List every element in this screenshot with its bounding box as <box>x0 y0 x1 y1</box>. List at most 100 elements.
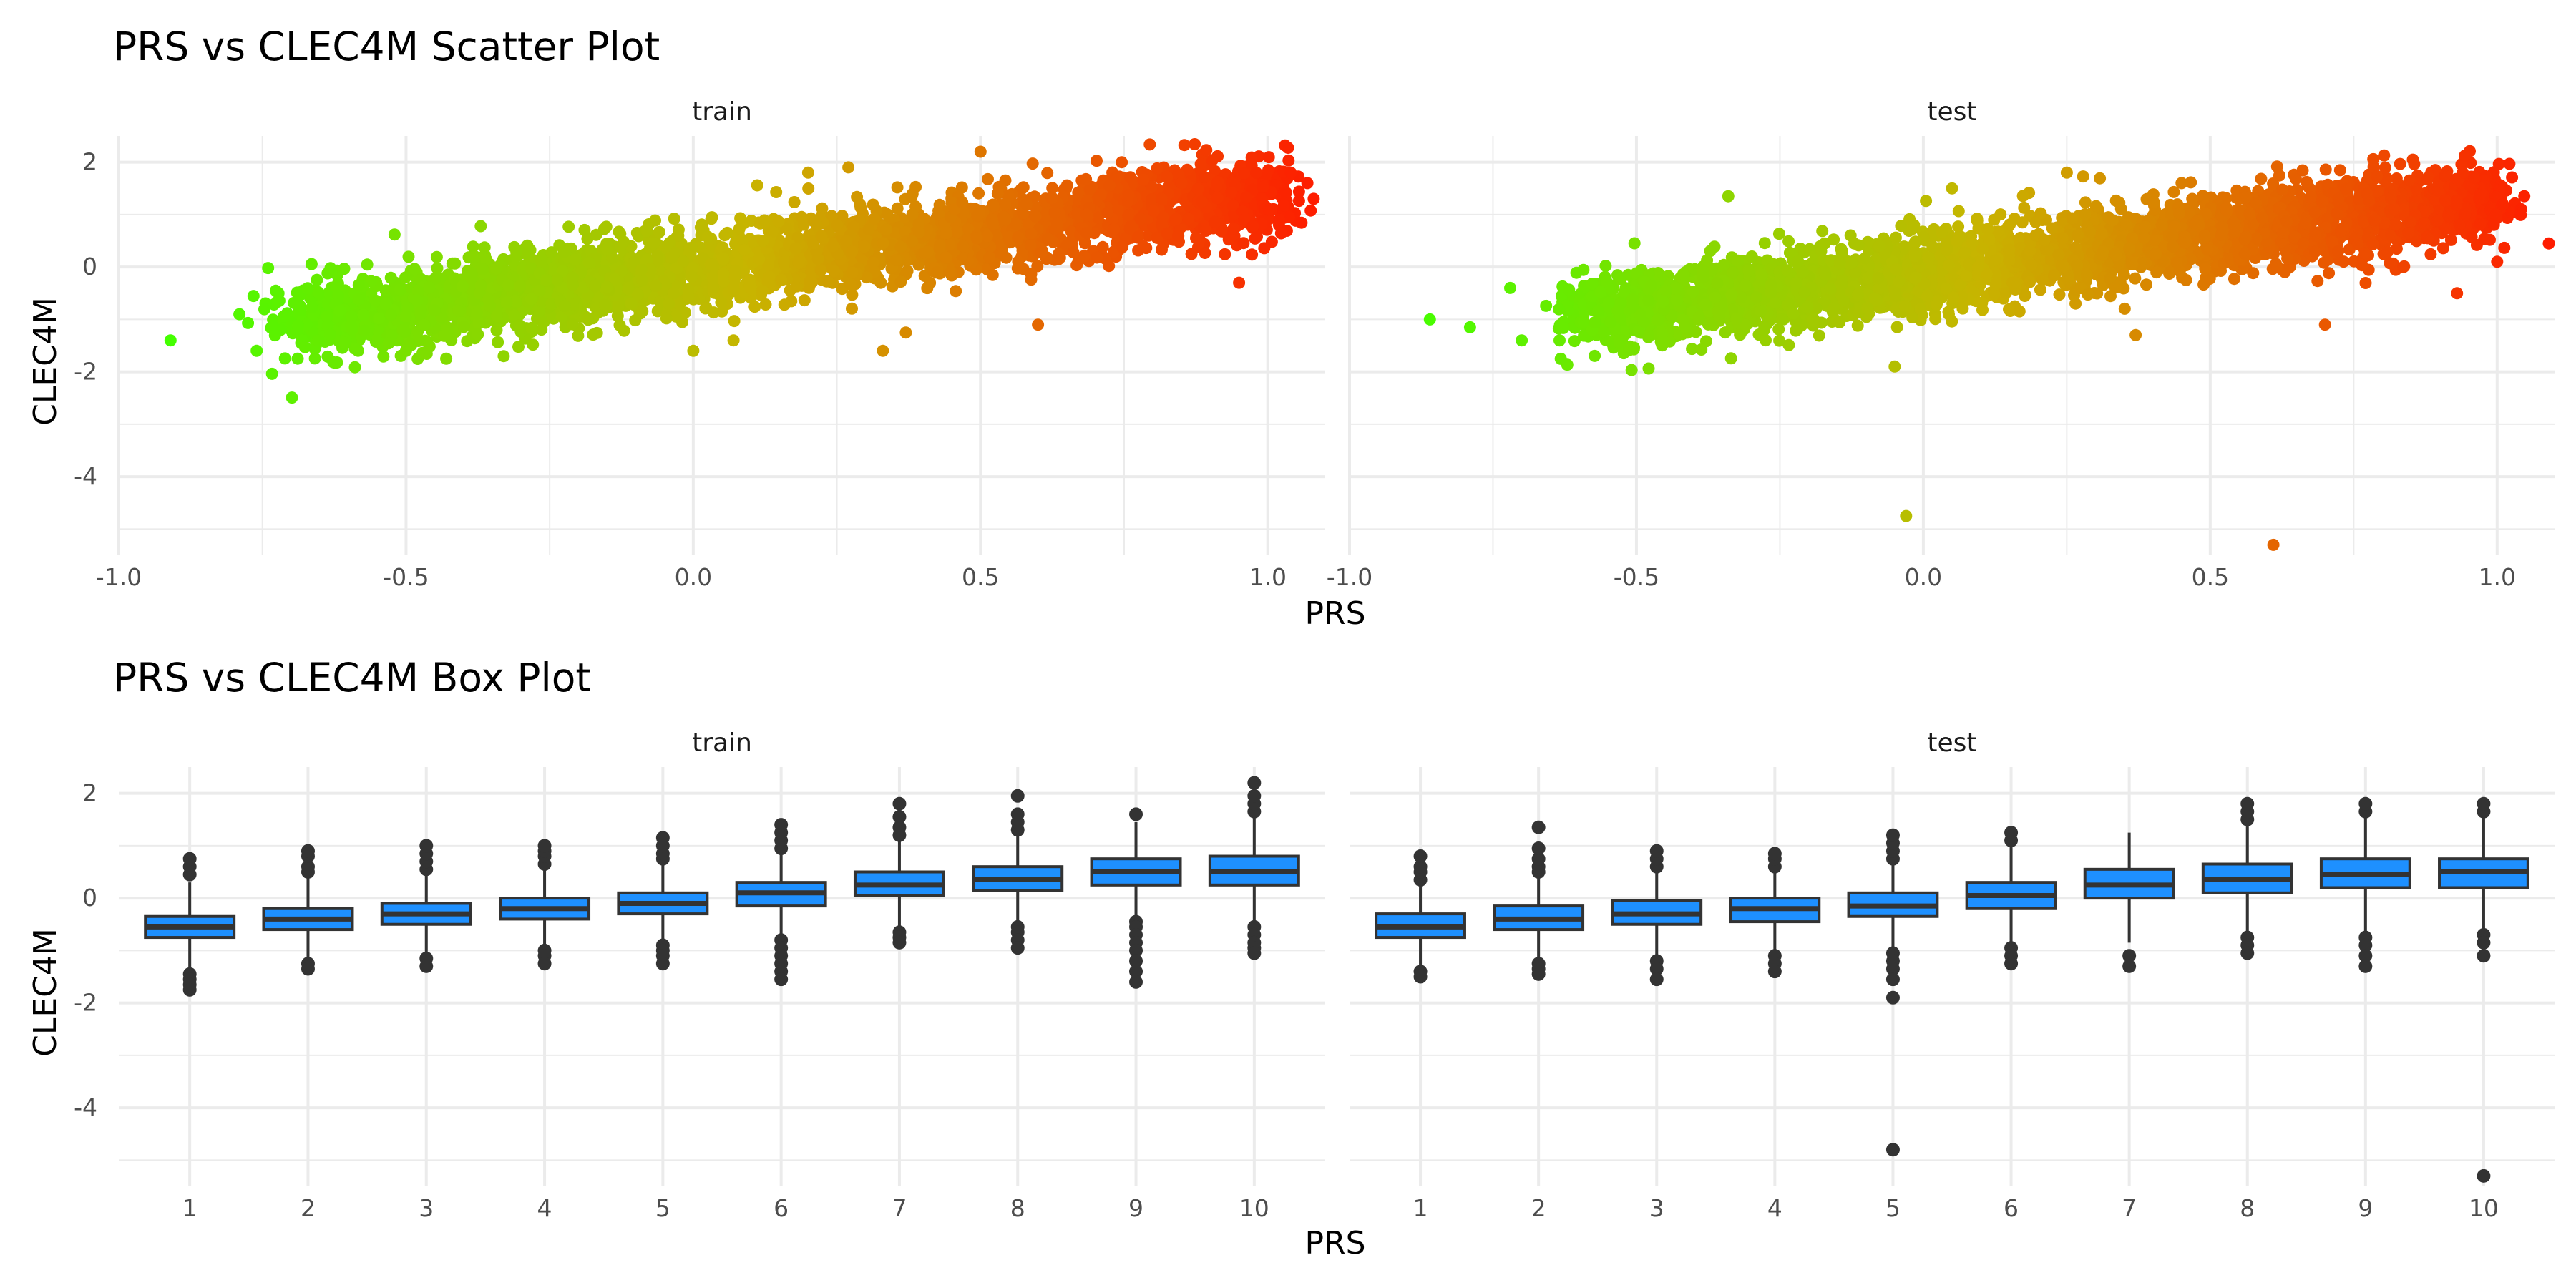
point <box>617 235 630 248</box>
point <box>826 239 839 252</box>
facet-label-test: test <box>1927 97 1976 127</box>
point <box>449 257 462 270</box>
point <box>1292 185 1305 198</box>
point <box>660 240 673 253</box>
point <box>880 223 892 236</box>
point <box>1233 276 1246 289</box>
point <box>371 332 384 345</box>
point <box>733 223 746 235</box>
point <box>950 285 962 298</box>
point <box>258 303 270 316</box>
point <box>291 352 304 365</box>
point <box>352 293 365 306</box>
point <box>2113 196 2126 209</box>
point <box>456 280 469 293</box>
point <box>452 305 465 317</box>
point <box>804 275 816 288</box>
point <box>648 237 660 250</box>
point <box>2318 256 2331 269</box>
point <box>2378 149 2391 162</box>
point <box>572 329 585 342</box>
point <box>513 319 526 332</box>
point <box>950 225 963 238</box>
point <box>1772 228 1785 240</box>
point <box>277 310 290 323</box>
point <box>1080 208 1093 221</box>
point <box>570 253 582 266</box>
point <box>889 254 902 267</box>
point <box>1147 205 1160 218</box>
point <box>775 274 788 287</box>
point <box>1295 216 1308 229</box>
x-tick-label: 0.0 <box>1905 563 1942 591</box>
point <box>1026 157 1039 170</box>
point <box>1012 231 1025 243</box>
x-tick-label: -1.0 <box>96 563 142 591</box>
point <box>2016 190 2029 203</box>
x-tick-label: -1.0 <box>1327 563 1372 591</box>
point <box>2323 267 2336 280</box>
point <box>901 265 914 278</box>
point <box>1191 182 1204 195</box>
point <box>2506 171 2519 184</box>
point <box>1123 222 1136 235</box>
point <box>987 218 1000 230</box>
point <box>1175 177 1188 190</box>
point <box>1816 225 1829 238</box>
x-tick-label: 1.0 <box>1249 563 1286 591</box>
point <box>500 296 513 309</box>
point <box>736 233 748 246</box>
point <box>2337 255 2350 268</box>
point <box>1172 230 1185 243</box>
point <box>699 302 712 315</box>
point <box>1599 260 1612 273</box>
point <box>922 245 935 258</box>
point <box>469 250 482 263</box>
point <box>1143 138 1156 151</box>
point <box>590 228 602 241</box>
point <box>1060 179 1073 192</box>
point <box>751 179 763 192</box>
point <box>940 227 953 240</box>
point <box>685 270 698 283</box>
point <box>1025 268 1038 280</box>
point <box>1178 139 1191 152</box>
point <box>345 310 358 323</box>
point <box>1219 248 1231 260</box>
point <box>598 298 611 311</box>
point <box>233 308 246 321</box>
point <box>533 284 546 297</box>
point <box>431 262 444 275</box>
x-tick-label: 0.0 <box>675 563 712 591</box>
point <box>1282 154 1295 167</box>
point <box>1240 191 1252 204</box>
point <box>440 352 453 365</box>
point <box>1103 260 1116 273</box>
point <box>729 264 741 277</box>
point <box>868 213 881 225</box>
point <box>1304 204 1317 217</box>
point <box>470 307 483 320</box>
point <box>877 344 889 357</box>
point <box>858 240 871 253</box>
point <box>1161 227 1174 240</box>
point <box>379 298 392 311</box>
point <box>247 290 260 303</box>
point <box>490 324 503 336</box>
point <box>792 256 805 269</box>
point <box>2129 272 2142 285</box>
point <box>1170 213 1183 225</box>
point <box>756 284 769 297</box>
point <box>1122 189 1135 202</box>
y-tick-label: -2 <box>74 358 97 386</box>
point <box>851 190 864 203</box>
point <box>1025 227 1038 240</box>
point <box>677 255 690 268</box>
point <box>789 242 802 255</box>
point <box>492 336 504 348</box>
point <box>664 251 677 264</box>
point <box>1000 251 1013 264</box>
point <box>1051 218 1064 230</box>
point <box>1277 199 1290 212</box>
point <box>1250 166 1263 179</box>
